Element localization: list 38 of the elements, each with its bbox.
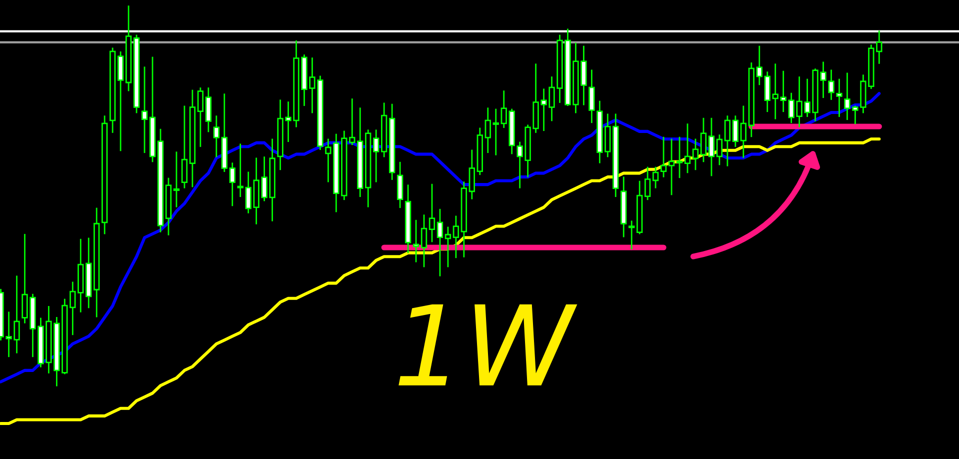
candlestick	[700, 118, 707, 162]
candlestick	[724, 116, 731, 166]
candlestick	[668, 138, 675, 196]
candlestick	[684, 124, 691, 174]
candlestick	[412, 220, 420, 262]
candlestick	[692, 138, 699, 170]
candlestick	[229, 162, 236, 206]
candlestick	[420, 214, 428, 268]
candlestick	[213, 116, 220, 158]
candlestick	[764, 72, 770, 112]
candlestick	[660, 136, 667, 178]
candlestick	[349, 98, 356, 146]
candlestick	[117, 51, 124, 152]
candlestick	[716, 134, 723, 166]
candlestick	[468, 150, 476, 200]
candlestick	[652, 166, 659, 188]
candlestick	[628, 220, 635, 250]
candlestick	[181, 106, 188, 188]
candlestick	[444, 226, 452, 268]
candlestick	[836, 78, 842, 117]
candlestick	[173, 152, 180, 208]
candlestick	[373, 130, 380, 182]
candlestick	[428, 184, 436, 242]
candlestick	[732, 116, 739, 147]
candlestick	[740, 106, 746, 158]
candlestick	[756, 46, 762, 86]
candlestick	[205, 88, 212, 132]
candlestick	[708, 118, 715, 176]
annotation: 1W	[398, 304, 578, 386]
candlestick	[492, 108, 499, 156]
candlestick	[436, 208, 444, 276]
candlestick	[141, 66, 148, 153]
candlestick	[197, 88, 204, 147]
candlestick	[484, 108, 491, 153]
candlestick	[676, 136, 683, 178]
candlestick	[452, 216, 460, 258]
candlestick	[396, 162, 404, 208]
candlestick	[644, 166, 651, 200]
